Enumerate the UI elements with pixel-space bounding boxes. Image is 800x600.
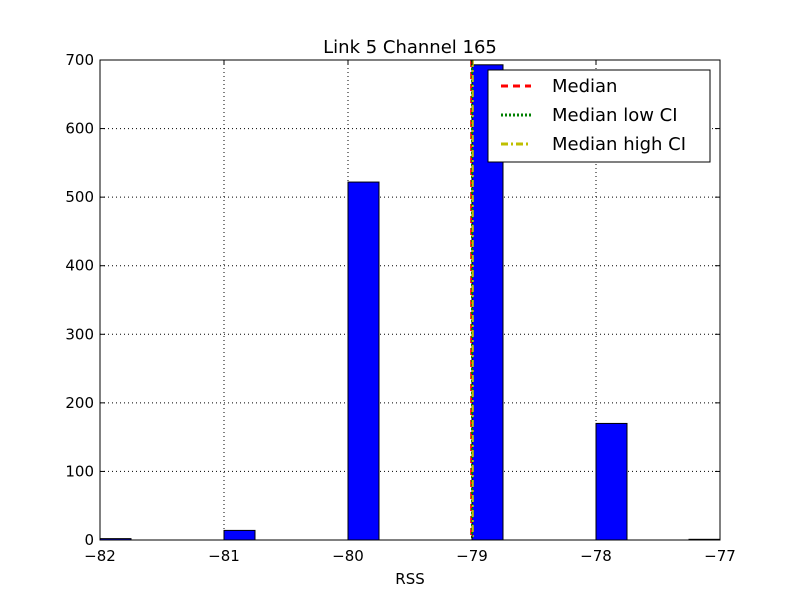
x-tick-label: −77 [704,547,736,565]
y-tick-label: 0 [84,531,94,549]
legend-label: Median high CI [552,134,686,155]
y-tick-label: 600 [65,120,94,138]
y-tick-label: 300 [65,325,94,343]
x-tick-label: −78 [580,547,612,565]
histogram-bar [223,529,256,541]
y-tick-label: 200 [65,394,94,412]
chart-title: Link 5 Channel 165 [323,37,497,58]
y-tick-label: 400 [65,257,94,275]
x-axis-label: RSS [395,570,424,588]
y-tick-label: 700 [65,51,94,69]
legend-label: Median [552,76,617,97]
median-lines [470,60,474,540]
x-tick-label: −80 [332,547,364,565]
axis-ticks: −82 −81 −80 −79 −78 −77 0 100 200 300 400 500 600 700 [65,51,735,565]
x-tick-label: −82 [84,547,116,565]
histogram-bar [347,181,380,541]
legend: Median Median low CI Median high CI [487,69,711,163]
x-tick-label: −81 [208,547,240,565]
bars [99,64,721,541]
legend-label: Median low CI [552,105,678,126]
histogram-bar [595,422,628,541]
plot-frame [99,59,721,541]
y-tick-label: 100 [65,462,94,480]
y-tick-label: 500 [65,188,94,206]
x-tick-label: −79 [456,547,488,565]
